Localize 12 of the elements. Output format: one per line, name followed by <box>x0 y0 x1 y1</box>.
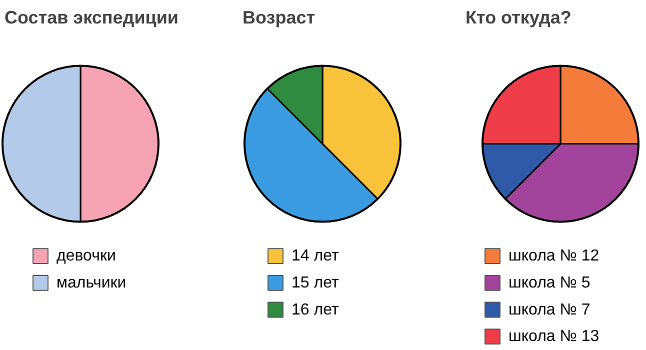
legend-label: школа № 12 <box>508 248 600 265</box>
legend-label: 15 лет <box>292 274 340 292</box>
legend-label: школа № 13 <box>508 328 600 346</box>
legend-label: 14 лет <box>292 248 340 265</box>
legend-label: школа № 7 <box>508 301 590 318</box>
chart-title: Кто откуда? <box>466 8 572 28</box>
legend-label: 16 лет <box>292 301 340 318</box>
legend-label: девочки <box>56 248 116 265</box>
chart-title: Состав экспедиции <box>4 8 178 28</box>
legend-label: школа № 5 <box>508 274 590 292</box>
chart-title: Возраст <box>242 8 316 28</box>
legend-label: мальчики <box>56 274 126 292</box>
